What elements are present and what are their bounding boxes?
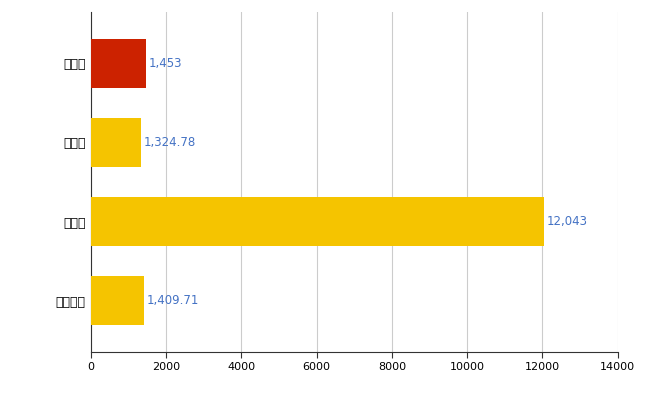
Bar: [91, 276, 144, 325]
Text: 1,409.71: 1,409.71: [147, 294, 200, 307]
Bar: [91, 39, 146, 88]
Bar: [91, 197, 544, 246]
Bar: [91, 118, 141, 167]
Text: 1,324.78: 1,324.78: [144, 136, 196, 149]
Text: 12,043: 12,043: [547, 215, 588, 228]
Text: 1,453: 1,453: [149, 57, 182, 70]
